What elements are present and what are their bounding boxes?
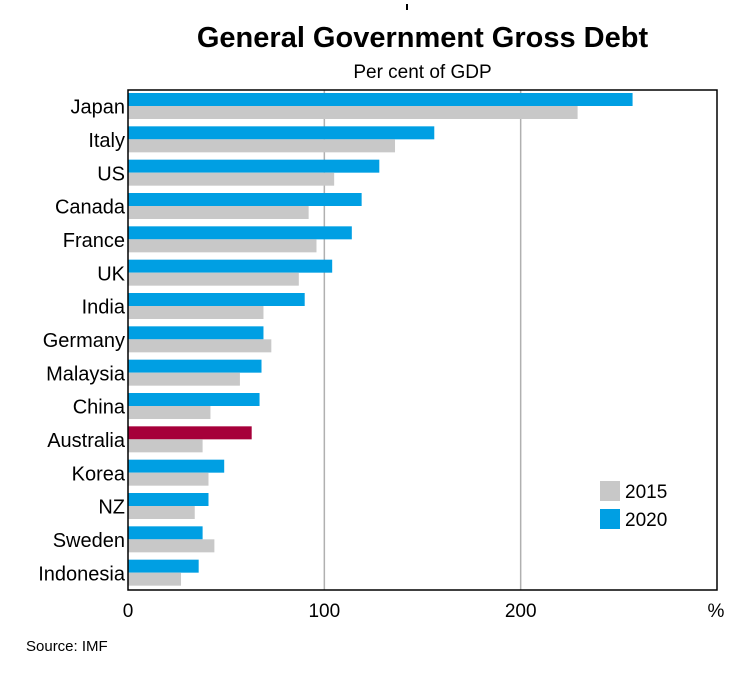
bar-2020-korea bbox=[128, 459, 225, 473]
plot-frame bbox=[127, 89, 718, 591]
bar-2015-korea bbox=[128, 472, 209, 486]
bar-2020-malaysia bbox=[128, 359, 262, 373]
bar-2020-japan bbox=[128, 93, 633, 106]
bar-2020-us bbox=[128, 159, 380, 173]
bar-2015-italy bbox=[128, 139, 396, 153]
legend-label-2015: 2015 bbox=[625, 482, 667, 503]
chart-subtitle: Per cent of GDP bbox=[353, 62, 492, 83]
legend-swatch-2015 bbox=[600, 481, 620, 501]
category-label-nz: NZ bbox=[98, 497, 125, 519]
category-label-australia: Australia bbox=[47, 430, 126, 452]
top-tick-mark bbox=[406, 4, 408, 10]
legend-label-2020: 2020 bbox=[625, 510, 667, 531]
bar-2020-australia bbox=[128, 426, 252, 440]
category-label-indonesia: Indonesia bbox=[38, 563, 126, 585]
bar-2015-uk bbox=[128, 272, 299, 286]
category-label-canada: Canada bbox=[55, 197, 126, 219]
bar-2015-china bbox=[128, 406, 211, 419]
category-label-france: France bbox=[63, 230, 125, 252]
x-tick-label-100: 100 bbox=[308, 601, 340, 622]
x-tick-label-0: 0 bbox=[123, 601, 134, 622]
category-label-india: India bbox=[82, 297, 126, 319]
source-note: Source: IMF bbox=[26, 638, 108, 655]
category-label-uk: UK bbox=[97, 263, 125, 285]
category-label-us: US bbox=[97, 163, 125, 185]
bar-2015-indonesia bbox=[128, 572, 182, 586]
category-label-malaysia: Malaysia bbox=[46, 363, 126, 385]
bar-2015-india bbox=[128, 306, 264, 319]
bars bbox=[128, 93, 633, 586]
bar-2020-indonesia bbox=[128, 559, 199, 573]
bar-2020-italy bbox=[128, 126, 435, 140]
bar-2020-germany bbox=[128, 326, 264, 340]
bar-2020-canada bbox=[128, 193, 362, 206]
category-label-korea: Korea bbox=[72, 463, 126, 485]
bar-2015-malaysia bbox=[128, 372, 240, 386]
bar-2015-us bbox=[128, 172, 335, 186]
bar-2020-india bbox=[128, 293, 305, 306]
bar-2015-canada bbox=[128, 206, 309, 219]
bar-2020-china bbox=[128, 393, 260, 406]
bar-2015-japan bbox=[128, 106, 578, 119]
bar-2020-uk bbox=[128, 259, 333, 273]
bar-2020-nz bbox=[128, 493, 209, 506]
x-tick-label-200: 200 bbox=[505, 601, 537, 622]
category-label-japan: Japan bbox=[71, 97, 126, 119]
x-axis-unit-label: % bbox=[708, 601, 725, 622]
bar-2015-nz bbox=[128, 506, 195, 519]
category-label-germany: Germany bbox=[43, 330, 125, 352]
category-label-italy: Italy bbox=[88, 130, 125, 152]
bar-2015-france bbox=[128, 239, 317, 253]
chart-title: General Government Gross Debt bbox=[196, 22, 649, 54]
legend: 2015 2020 bbox=[600, 481, 667, 531]
bar-2015-sweden bbox=[128, 539, 215, 553]
category-labels: Japan Italy US Canada France UK India Germany Ma… bbox=[38, 97, 126, 586]
x-axis-ticks: 0 100 200 bbox=[123, 601, 537, 622]
bar-2020-france bbox=[128, 226, 352, 240]
category-label-china: China bbox=[73, 397, 126, 419]
legend-swatch-2020 bbox=[600, 509, 620, 529]
bar-2015-germany bbox=[128, 339, 272, 353]
category-label-sweden: Sweden bbox=[53, 530, 125, 552]
bar-2020-sweden bbox=[128, 526, 203, 540]
bar-2015-australia bbox=[128, 439, 203, 453]
